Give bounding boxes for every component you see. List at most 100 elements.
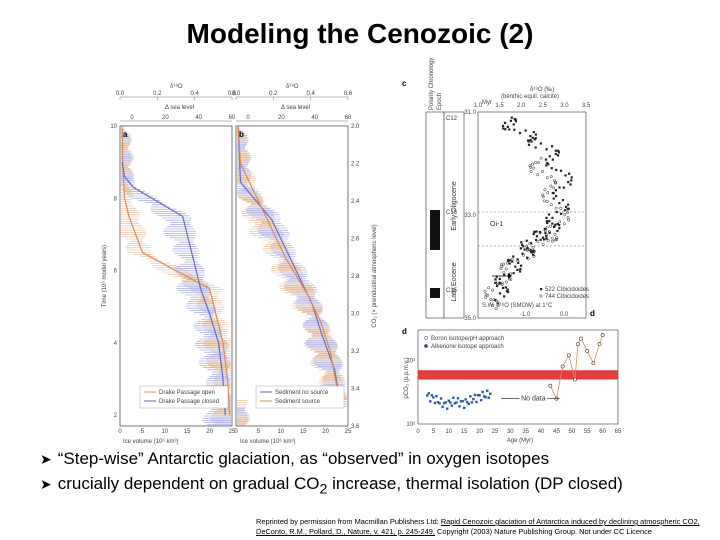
data-point bbox=[472, 397, 475, 401]
y-tick-label: 10 bbox=[110, 124, 117, 130]
data-point bbox=[530, 249, 533, 253]
data-point bbox=[530, 140, 533, 143]
y-tick-label: 10² bbox=[406, 422, 415, 428]
annotation-sw: S.W. δ¹⁸O (SMOW) at 1°C bbox=[482, 302, 553, 309]
panel-a: a δ¹⁸O 0.0 0.2 0.4 0.6 Δ sea level 0 20 40 60 … bbox=[101, 83, 237, 445]
top-tick-label: 3.0 bbox=[560, 103, 569, 109]
data-point bbox=[556, 223, 560, 226]
data-point bbox=[554, 149, 557, 152]
panel-d-x-ticks: 0 5 10 15 20 25 30 35 40 45 50 55 60 65 bbox=[416, 429, 622, 435]
data-point bbox=[522, 245, 525, 248]
data-point bbox=[532, 254, 536, 258]
legend-entry: 522 Cibicidoides bbox=[545, 287, 589, 293]
legend-marker bbox=[424, 336, 428, 340]
credit-tail: Copyright (2003) Nature Publishing Group… bbox=[434, 527, 652, 536]
data-point bbox=[535, 235, 539, 238]
data-point bbox=[547, 230, 551, 233]
data-point bbox=[543, 188, 547, 192]
top-axis-2-tick: 0 bbox=[130, 115, 134, 121]
data-point bbox=[569, 183, 572, 186]
data-point bbox=[508, 128, 511, 131]
data-point bbox=[570, 179, 573, 182]
panel-label-a: a bbox=[123, 130, 128, 139]
data-point bbox=[525, 244, 529, 248]
data-point bbox=[545, 237, 548, 240]
data-point bbox=[527, 140, 530, 143]
data-point bbox=[600, 333, 605, 337]
data-point bbox=[533, 138, 536, 141]
data-point bbox=[551, 222, 554, 225]
data-point bbox=[507, 258, 510, 262]
data-point bbox=[554, 152, 557, 156]
legend-entry: Boron isotope/pH approach bbox=[431, 336, 504, 342]
chron-label: C13 bbox=[446, 210, 458, 216]
data-point bbox=[442, 402, 446, 405]
data-point bbox=[563, 209, 567, 212]
data-point bbox=[566, 208, 569, 211]
panel-b-y-label: CO₂ (× preindustrial atmospheric level) bbox=[372, 224, 378, 327]
x-tick-label: 30 bbox=[507, 429, 514, 435]
data-point bbox=[528, 164, 532, 168]
data-point bbox=[597, 342, 602, 347]
credit-link[interactable]: Rapid Cenozoic glaciation of Antarctica … bbox=[256, 517, 700, 536]
data-point bbox=[444, 401, 447, 404]
data-point bbox=[433, 401, 437, 405]
data-point bbox=[546, 239, 550, 243]
x-tick-label: 50 bbox=[569, 429, 576, 435]
top-axis-1-tick: 0.4 bbox=[306, 91, 315, 97]
data-point bbox=[549, 224, 552, 228]
top-axis-2-tick: 20 bbox=[162, 115, 169, 121]
data-point bbox=[500, 283, 504, 287]
data-point bbox=[564, 174, 567, 177]
data-point bbox=[557, 151, 561, 154]
y-tick-label: 2.0 bbox=[351, 124, 360, 130]
panel-a-top-axis-2-label: Δ sea level bbox=[165, 105, 194, 111]
top-axis-1-tick: 0.2 bbox=[269, 91, 278, 97]
panel-b-top-axis-2-ticks: 0 20 40 60 bbox=[246, 115, 352, 121]
data-point bbox=[545, 199, 549, 203]
data-point bbox=[545, 233, 549, 237]
data-point bbox=[539, 156, 543, 160]
arrow-bullet-icon: ➤ bbox=[40, 452, 52, 468]
top-axis-1-tick: 0.0 bbox=[232, 91, 241, 97]
data-point bbox=[546, 221, 549, 225]
data-point bbox=[533, 161, 537, 165]
panel-label-c: c bbox=[402, 79, 407, 88]
top-axis-2-tick: 60 bbox=[229, 115, 236, 121]
top-axis-2-tick: 0 bbox=[246, 115, 250, 121]
data-point bbox=[487, 286, 491, 290]
top-axis-2-tick: 20 bbox=[278, 115, 285, 121]
panel-label-d: d bbox=[402, 327, 407, 336]
data-point bbox=[534, 146, 537, 149]
arrow-bullet-icon: ➤ bbox=[40, 477, 52, 493]
x-tick-label: 20 bbox=[322, 429, 329, 435]
data-point bbox=[546, 191, 550, 195]
data-point bbox=[553, 232, 557, 236]
data-point bbox=[512, 255, 515, 258]
x-tick-label: 5 bbox=[257, 429, 261, 435]
data-point bbox=[531, 251, 535, 255]
data-point bbox=[536, 173, 540, 177]
data-point bbox=[549, 175, 553, 179]
data-point bbox=[503, 121, 507, 125]
legend-marker bbox=[540, 288, 543, 291]
data-point bbox=[491, 288, 495, 292]
data-point bbox=[458, 405, 461, 408]
x-tick-label: 0 bbox=[234, 429, 238, 435]
data-point bbox=[519, 264, 523, 267]
data-point bbox=[484, 296, 488, 299]
panel-b-top-axis-1-ticks: 0.0 0.2 0.4 0.6 bbox=[232, 91, 353, 100]
panel-b-legend: Sediment no source Sediment source bbox=[255, 385, 345, 409]
chron-label: C12 bbox=[446, 116, 458, 122]
data-point bbox=[447, 399, 450, 402]
data-point bbox=[505, 261, 509, 265]
x-tick-label: 25 bbox=[229, 429, 236, 435]
y-tick-label: 2.8 bbox=[351, 274, 360, 280]
data-point bbox=[511, 260, 514, 263]
data-point bbox=[517, 261, 520, 265]
data-point bbox=[498, 281, 501, 285]
top-axis-2-tick: 40 bbox=[195, 115, 202, 121]
data-point bbox=[496, 301, 500, 305]
data-point bbox=[494, 281, 497, 285]
